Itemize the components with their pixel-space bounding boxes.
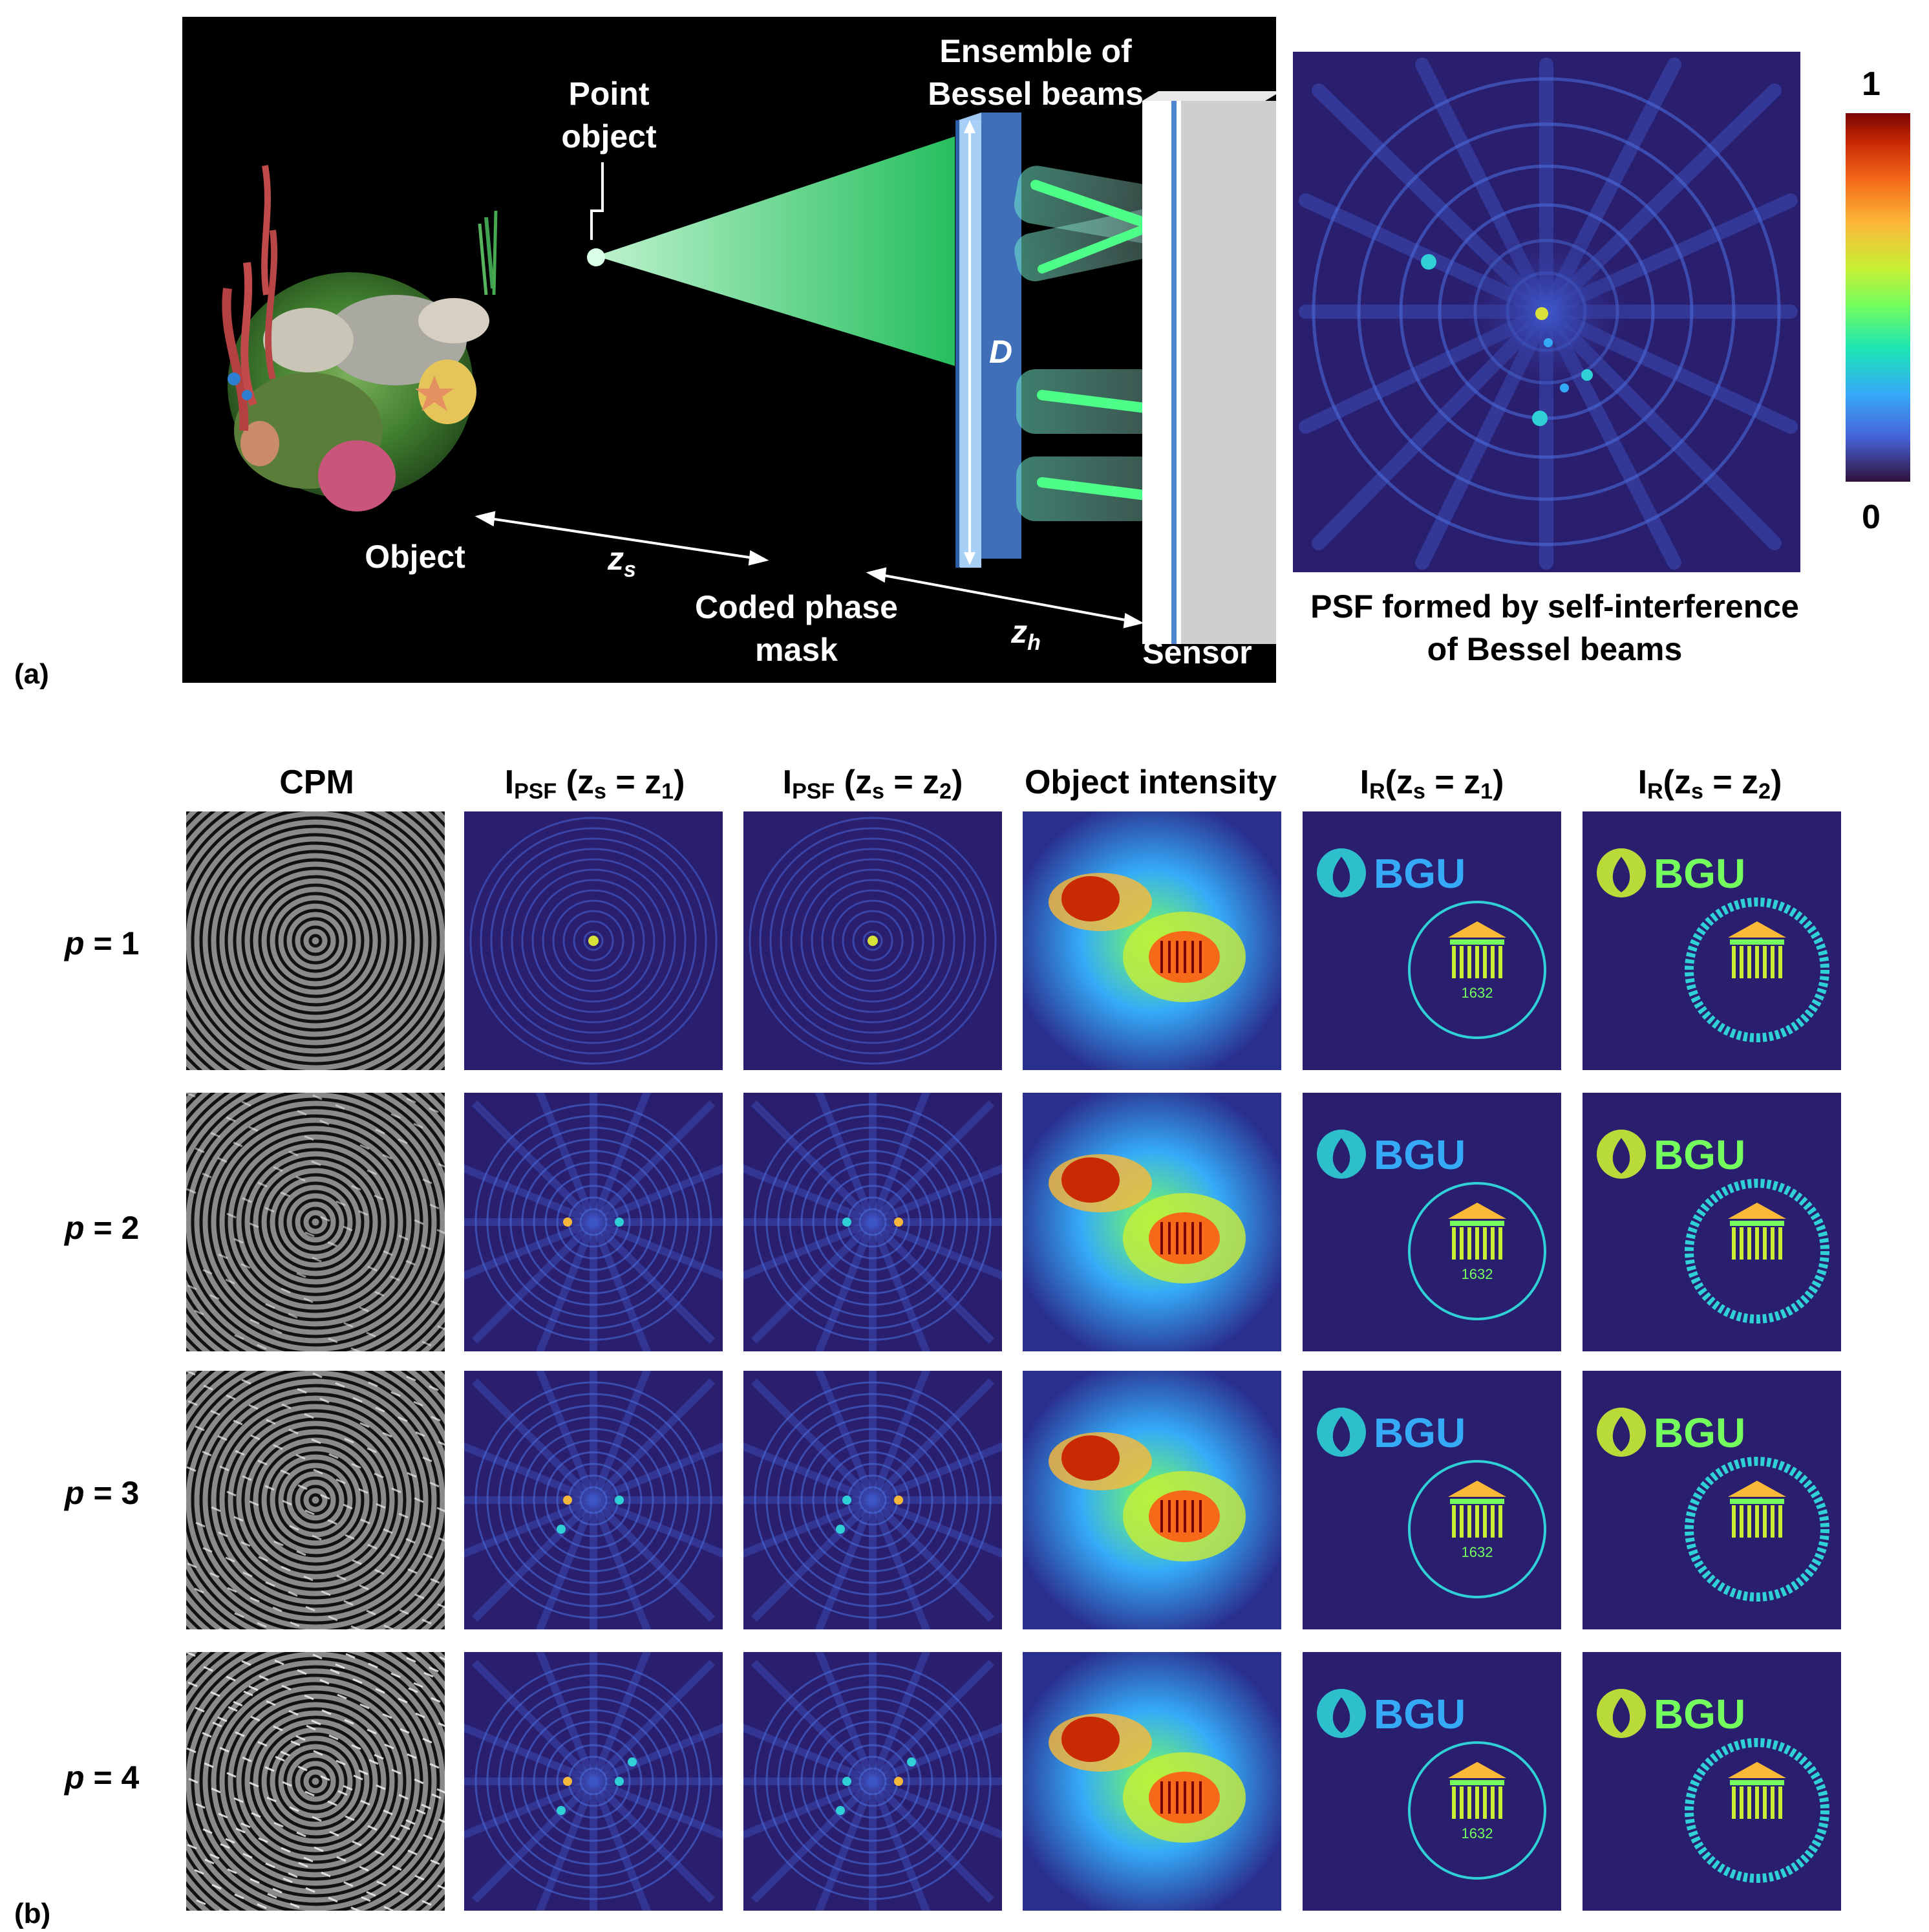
tile-obj-p1 — [1023, 811, 1281, 1070]
tile-cpm-p1 — [186, 811, 445, 1070]
tile-ipsf2-p4 — [743, 1652, 1002, 1911]
svg-text:BGU: BGU — [1374, 1691, 1465, 1737]
tile-obj-p4 — [1023, 1652, 1281, 1911]
tile-ipsf1-p3 — [464, 1371, 723, 1629]
colorbar-max-label: 1 — [1862, 65, 1881, 103]
svg-text:BGU: BGU — [1374, 1132, 1465, 1178]
label-zh: zh — [1011, 614, 1041, 655]
tile-cpm-p3 — [186, 1371, 445, 1629]
tile-obj-p2 — [1023, 1093, 1281, 1351]
tile-ir2-p2: BGU — [1583, 1093, 1841, 1351]
row-label-p4: p = 4 — [65, 1759, 140, 1796]
svg-text:1632: 1632 — [1462, 1544, 1493, 1560]
row-label-p2: p = 2 — [65, 1210, 140, 1246]
label-point-object: Point object — [561, 76, 657, 155]
tile-ipsf2-p2 — [743, 1093, 1002, 1351]
tile-ir2-p1: BGU — [1583, 811, 1841, 1070]
svg-text:BGU: BGU — [1654, 850, 1745, 897]
label-coded-mask: Coded phase mask — [695, 589, 898, 668]
point-object-dot — [587, 248, 605, 266]
setup-illustration — [222, 91, 1276, 644]
svg-text:BGU: BGU — [1654, 1691, 1745, 1737]
tile-ir2-p4: BGU — [1583, 1652, 1841, 1911]
svg-text:BGU: BGU — [1654, 1132, 1745, 1178]
col-header-cpm: CPM — [279, 764, 354, 801]
distance-arrows — [474, 511, 1144, 628]
tile-ipsf2-p1 — [743, 811, 1002, 1070]
tile-ir1-p4: BGU 1632 — [1303, 1652, 1561, 1911]
psf-caption: PSF formed by self-interference of Besse… — [1310, 588, 1799, 667]
row-label-p3: p = 3 — [65, 1475, 140, 1511]
tile-ipsf1-p2 — [464, 1093, 723, 1351]
tile-ipsf1-p1 — [464, 811, 723, 1070]
col-header-ir-z1: IR(zs = z1) — [1359, 764, 1504, 804]
tile-ipsf2-p3 — [743, 1371, 1002, 1629]
tile-ir1-p2: BGU 1632 — [1303, 1093, 1561, 1351]
coded-phase-mask — [955, 113, 1021, 568]
svg-text:1632: 1632 — [1462, 985, 1493, 1001]
panel-b-label: (b) — [14, 1898, 51, 1929]
label-d: D — [988, 334, 1013, 370]
tile-ipsf1-p4 — [464, 1652, 723, 1911]
coral-reef-object — [222, 165, 498, 511]
col-header-ipsf-z1: IPSF (zs = z1) — [504, 764, 685, 804]
tile-cpm-p4 — [186, 1652, 445, 1911]
svg-text:1632: 1632 — [1462, 1825, 1493, 1841]
col-header-ipsf-z2: IPSF (zs = z2) — [782, 764, 963, 804]
tile-ir2-p3: BGU — [1583, 1371, 1841, 1629]
psf-image — [1293, 52, 1800, 572]
label-ensemble: Ensemble of Bessel beams — [928, 33, 1144, 112]
col-header-object-intensity: Object intensity — [1024, 764, 1277, 801]
label-object: Object — [365, 539, 465, 575]
panel-a-label: (a) — [14, 658, 49, 690]
col-header-ir-z2: IR(zs = z2) — [1637, 764, 1782, 804]
svg-text:BGU: BGU — [1654, 1410, 1745, 1456]
tile-ir1-p3: BGU 1632 — [1303, 1371, 1561, 1629]
sensor — [1142, 91, 1276, 644]
svg-text:1632: 1632 — [1462, 1266, 1493, 1282]
optical-setup-diagram: Point object Ensemble of Bessel beams D … — [182, 17, 1276, 683]
light-cone — [596, 136, 955, 366]
svg-text:BGU: BGU — [1374, 1410, 1465, 1456]
label-zs: zs — [608, 541, 636, 582]
tile-obj-p3 — [1023, 1371, 1281, 1629]
colorbar — [1846, 113, 1910, 482]
tile-cpm-p2 — [186, 1093, 445, 1351]
svg-text:BGU: BGU — [1374, 850, 1465, 897]
tile-ir1-p1: BGU 1632 — [1303, 811, 1561, 1070]
row-label-p1: p = 1 — [65, 925, 140, 961]
label-sensor: Sensor — [1142, 634, 1252, 671]
point-object-pointer — [590, 162, 604, 240]
colorbar-min-label: 0 — [1862, 499, 1881, 536]
